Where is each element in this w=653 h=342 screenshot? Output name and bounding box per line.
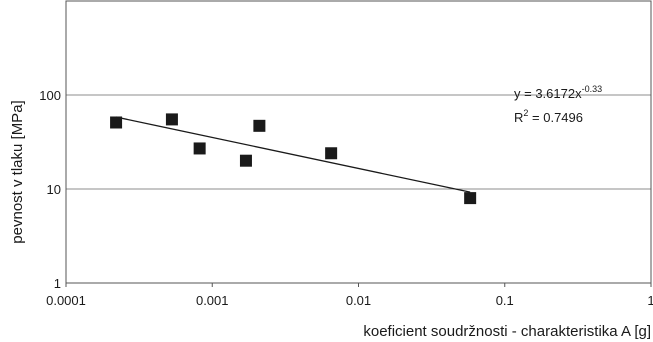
equation-text: y = 3.6172x bbox=[514, 86, 582, 101]
x-tick-label: 0.01 bbox=[346, 293, 371, 308]
data-points bbox=[110, 113, 477, 205]
plot-frame bbox=[65, 0, 652, 284]
r-squared-value: = 0.7496 bbox=[528, 110, 583, 125]
data-point-4 bbox=[239, 154, 252, 167]
tick-label-layer: 1 10 100 0.0001 0.001 0.01 0.1 1 bbox=[39, 88, 653, 308]
x-tick-label: 0.0001 bbox=[46, 293, 86, 308]
x-tick-label: 0.1 bbox=[496, 293, 514, 308]
r-squared-label: R2 = 0.7496 bbox=[514, 108, 583, 125]
r-squared-letter: R bbox=[514, 110, 523, 125]
data-point-2 bbox=[165, 113, 178, 126]
y-axis-label: pevnost v tlaku [MPa] bbox=[9, 100, 26, 243]
equation-exponent: -0.33 bbox=[582, 84, 603, 94]
y-tick-label: 10 bbox=[47, 182, 61, 197]
data-point-7 bbox=[464, 192, 477, 205]
power-trendline bbox=[115, 116, 471, 193]
x-tick-label: 0.001 bbox=[196, 293, 229, 308]
x-axis-label: koeficient soudržnosti - charakteristika… bbox=[363, 323, 651, 340]
y-tick-label: 1 bbox=[54, 276, 61, 291]
equation-label: y = 3.6172x-0.33 bbox=[514, 84, 602, 101]
data-point-5 bbox=[253, 119, 266, 132]
y-tick-label: 100 bbox=[39, 88, 61, 103]
data-point-3 bbox=[193, 142, 206, 155]
x-tick-label: 1 bbox=[647, 293, 653, 308]
r-squared-power: 2 bbox=[523, 108, 528, 118]
data-point-6 bbox=[325, 147, 338, 160]
data-point-1 bbox=[110, 116, 123, 129]
